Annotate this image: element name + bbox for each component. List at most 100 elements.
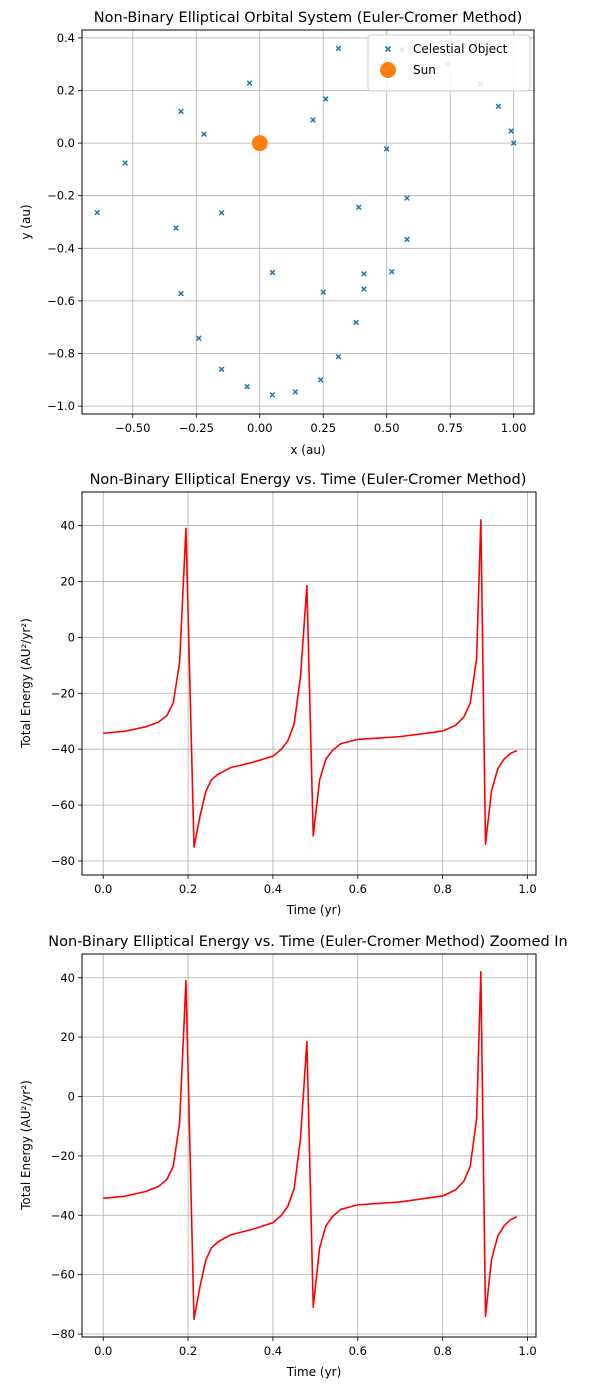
legend-marker-celestial-object [384, 45, 392, 53]
x-axis-label: Time (yr) [286, 903, 342, 917]
celestial-object-point [508, 128, 514, 134]
x-tick-label: 0.8 [434, 882, 452, 896]
data-marks [94, 45, 517, 398]
grid [82, 30, 534, 414]
celestial-object-point [269, 391, 276, 398]
x-axis-label: Time (yr) [286, 1365, 342, 1379]
y-tick-label: 20 [60, 574, 75, 588]
legend-marker-sun [380, 62, 396, 78]
grid [82, 954, 536, 1337]
celestial-object-point [122, 160, 128, 166]
y-tick-label: −1.0 [47, 399, 75, 413]
y-axis-label: Total Energy (AU²/yr²) [19, 618, 33, 749]
x-tick-label: 0.0 [94, 1344, 112, 1358]
y-tick-label: 20 [60, 1030, 75, 1044]
celestial-object-point [335, 45, 342, 52]
celestial-object-point [195, 335, 202, 342]
y-tick-label: −0.8 [47, 347, 75, 361]
y-tick-label: −60 [51, 798, 75, 812]
x-tick-label: 1.00 [501, 421, 527, 435]
x-tick-label: 0.00 [247, 421, 273, 435]
y-tick-label: 0.0 [57, 136, 75, 150]
y-tick-label: −40 [51, 1208, 75, 1222]
y-tick-label: −0.2 [47, 189, 75, 203]
y-tick-label: 40 [60, 971, 75, 985]
x-tick-label: −0.50 [115, 421, 150, 435]
celestial-object-point [178, 290, 184, 297]
plot-frame [81, 29, 535, 415]
x-tick-label: −0.25 [179, 421, 214, 435]
y-tick-label: −80 [51, 854, 75, 868]
celestial-object-point [361, 270, 367, 277]
celestial-object-point [292, 389, 299, 395]
celestial-object-point [510, 140, 517, 146]
celestial-object-point [244, 383, 250, 390]
legend-label-sun: Sun [413, 63, 436, 77]
energy-time-zoomed-chart: Non-Binary Elliptical Energy vs. Time (E… [19, 934, 568, 1379]
celestial-object-point [404, 236, 410, 243]
x-tick-label: 0.2 [179, 1344, 197, 1358]
data-marks [103, 971, 518, 1320]
celestial-object-point [218, 366, 225, 373]
y-tick-label: 40 [60, 519, 75, 533]
celestial-object-point [317, 376, 324, 383]
tick-labels: 0.0 0.2 0.4 0.6 0.8 1.0 −80 −60 −40 −20 0 20 40 [51, 971, 537, 1358]
sun-point [251, 135, 268, 152]
celestial-object-point [335, 353, 342, 360]
celestial-object-point [495, 103, 502, 110]
energy-series-line [103, 519, 518, 848]
x-tick-label: 0.25 [310, 421, 336, 435]
celestial-object-point [269, 269, 276, 276]
celestial-object-point [246, 80, 253, 86]
x-tick-label: 0.6 [349, 1344, 367, 1358]
y-tick-label: −0.6 [47, 294, 75, 308]
celestial-object-point [201, 131, 207, 137]
celestial-object-point [94, 209, 101, 216]
x-tick-label: 0.4 [264, 882, 282, 896]
energy-time-chart: Non-Binary Elliptical Energy vs. Time (E… [19, 472, 537, 917]
y-tick-label: 0.4 [57, 31, 75, 45]
legend-label-celestial-object: Celestial Object [413, 42, 508, 56]
chart-title: Non-Binary Elliptical Energy vs. Time (E… [48, 934, 567, 950]
celestial-object-point [404, 195, 410, 201]
x-tick-label: 0.0 [94, 882, 112, 896]
y-tick-label: −80 [51, 1327, 75, 1341]
celestial-object-point [320, 289, 327, 296]
y-tick-label: −20 [51, 1149, 75, 1163]
y-tick-label: 0.2 [57, 83, 75, 97]
y-tick-label: 0 [68, 1090, 75, 1104]
x-tick-label: 0.2 [179, 882, 197, 896]
plot-frame [81, 953, 537, 1338]
y-axis-label: Total Energy (AU²/yr²) [19, 1080, 33, 1211]
celestial-object-point [310, 117, 316, 123]
y-tick-label: 0 [68, 630, 75, 644]
grid [82, 492, 536, 875]
tick-labels: −0.50 −0.25 0.00 0.25 0.50 0.75 1.00 −1.0 −0.8 −0… [47, 31, 526, 435]
x-tick-label: 0.75 [437, 421, 463, 435]
x-tick-label: 0.50 [374, 421, 400, 435]
legend-box [367, 34, 531, 92]
tick-labels: 0.0 0.2 0.4 0.6 0.8 1.0 −80 −60 −40 −20 0 20 40 [51, 519, 537, 896]
celestial-object-point [178, 108, 184, 115]
legend: Celestial Object Sun [367, 34, 531, 92]
celestial-object-point [355, 204, 362, 211]
y-tick-label: −60 [51, 1268, 75, 1282]
energy-series-line [103, 971, 518, 1320]
y-tick-label: −20 [51, 686, 75, 700]
celestial-object-point [353, 319, 360, 326]
x-axis-label: x (au) [290, 443, 325, 457]
x-tick-label: 0.4 [264, 1344, 282, 1358]
celestial-object-point [218, 209, 225, 216]
celestial-object-point [388, 268, 395, 275]
x-tick-label: 1.0 [518, 1344, 536, 1358]
x-tick-label: 0.6 [349, 882, 367, 896]
celestial-object-point [361, 286, 367, 292]
x-tick-label: 1.0 [518, 882, 536, 896]
celestial-object-point [322, 96, 329, 102]
y-tick-label: −0.4 [47, 241, 75, 255]
y-tick-label: −40 [51, 742, 75, 756]
x-tick-label: 0.8 [434, 1344, 452, 1358]
data-marks [103, 519, 518, 848]
